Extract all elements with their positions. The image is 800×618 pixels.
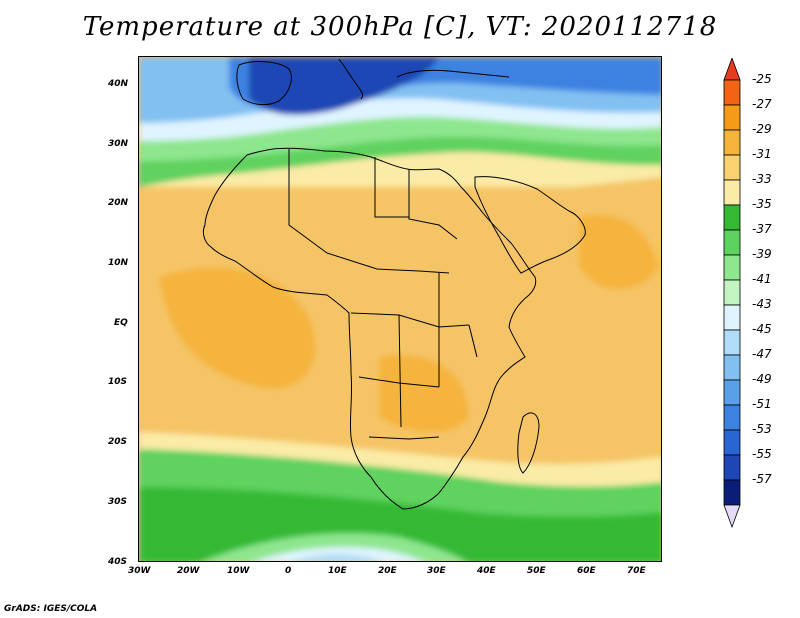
colorbar-segment	[723, 329, 741, 356]
colorbar-tick-label: -47	[752, 347, 772, 361]
colorbar-tick-label: -27	[752, 97, 772, 111]
lon-label-50e: 50E	[527, 566, 546, 576]
lon-label-30e: 30E	[427, 566, 446, 576]
temperature-map	[138, 56, 662, 562]
lat-label-30n: 30N	[108, 139, 129, 149]
colorbar-segment	[723, 254, 741, 281]
lat-label-eq: EQ	[114, 318, 128, 328]
lon-label-0: 0	[285, 566, 292, 576]
colorbar	[723, 58, 741, 529]
map-title: Temperature at 300hPa [C], VT: 202011271…	[82, 12, 718, 42]
lon-label-30w: 30W	[128, 566, 151, 576]
colorbar-tick-label: -55	[752, 447, 772, 461]
colorbar-tick-label: -39	[752, 247, 772, 261]
lon-label-20w: 20W	[177, 566, 200, 576]
colorbar-tick-label: -41	[752, 272, 772, 286]
colorbar-tick-label: -37	[752, 222, 772, 236]
colorbar-segment	[723, 429, 741, 456]
lon-label-40e: 40E	[477, 566, 496, 576]
lat-label-10n: 10N	[108, 258, 129, 268]
colorbar-segment	[723, 404, 741, 431]
lon-label-10e: 10E	[328, 566, 347, 576]
colorbar-tick-label: -25	[752, 72, 772, 86]
colorbar-segment	[723, 104, 741, 131]
map-canvas	[139, 57, 661, 561]
colorbar-tick-label: -51	[752, 397, 772, 411]
colorbar-segment	[723, 154, 741, 181]
colorbar-tick-label: -31	[752, 147, 772, 161]
lat-label-10s: 10S	[108, 377, 128, 387]
colorbar-top-triangle	[723, 58, 741, 81]
lat-label-30s: 30S	[108, 497, 128, 507]
colorbar-tick-label: -43	[752, 297, 772, 311]
colorbar-segment	[723, 204, 741, 231]
colorbar-segment	[723, 229, 741, 256]
colorbar-tick-label: -49	[752, 372, 772, 386]
colorbar-bottom-triangle	[723, 504, 741, 529]
colorbar-segment	[723, 79, 741, 106]
lat-label-20s: 20S	[108, 437, 128, 447]
colorbar-segment	[723, 479, 741, 506]
colorbar-segment	[723, 129, 741, 156]
lon-label-60e: 60E	[577, 566, 596, 576]
lat-label-40s: 40S	[108, 557, 128, 567]
colorbar-tick-label: -35	[752, 197, 772, 211]
colorbar-tick-label: -53	[752, 422, 772, 436]
colorbar-segment	[723, 379, 741, 406]
colorbar-tick-label: -57	[752, 472, 772, 486]
lat-label-20n: 20N	[108, 198, 129, 208]
temperature-field-bands	[139, 57, 661, 561]
lon-label-20e: 20E	[378, 566, 397, 576]
colorbar-tick-label: -33	[752, 172, 772, 186]
colorbar-segment	[723, 279, 741, 306]
colorbar-segment	[723, 179, 741, 206]
colorbar-segment	[723, 354, 741, 381]
lon-label-10w: 10W	[227, 566, 250, 576]
colorbar-tick-label: -45	[752, 322, 772, 336]
colorbar-tick-label: -29	[752, 122, 772, 136]
lon-label-70e: 70E	[627, 566, 646, 576]
coastline-outlines	[202, 58, 586, 510]
colorbar-segment	[723, 304, 741, 331]
colorbar-segment	[723, 454, 741, 481]
lat-label-40n: 40N	[108, 79, 129, 89]
credit-text: GrADS: IGES/COLA	[4, 604, 98, 614]
